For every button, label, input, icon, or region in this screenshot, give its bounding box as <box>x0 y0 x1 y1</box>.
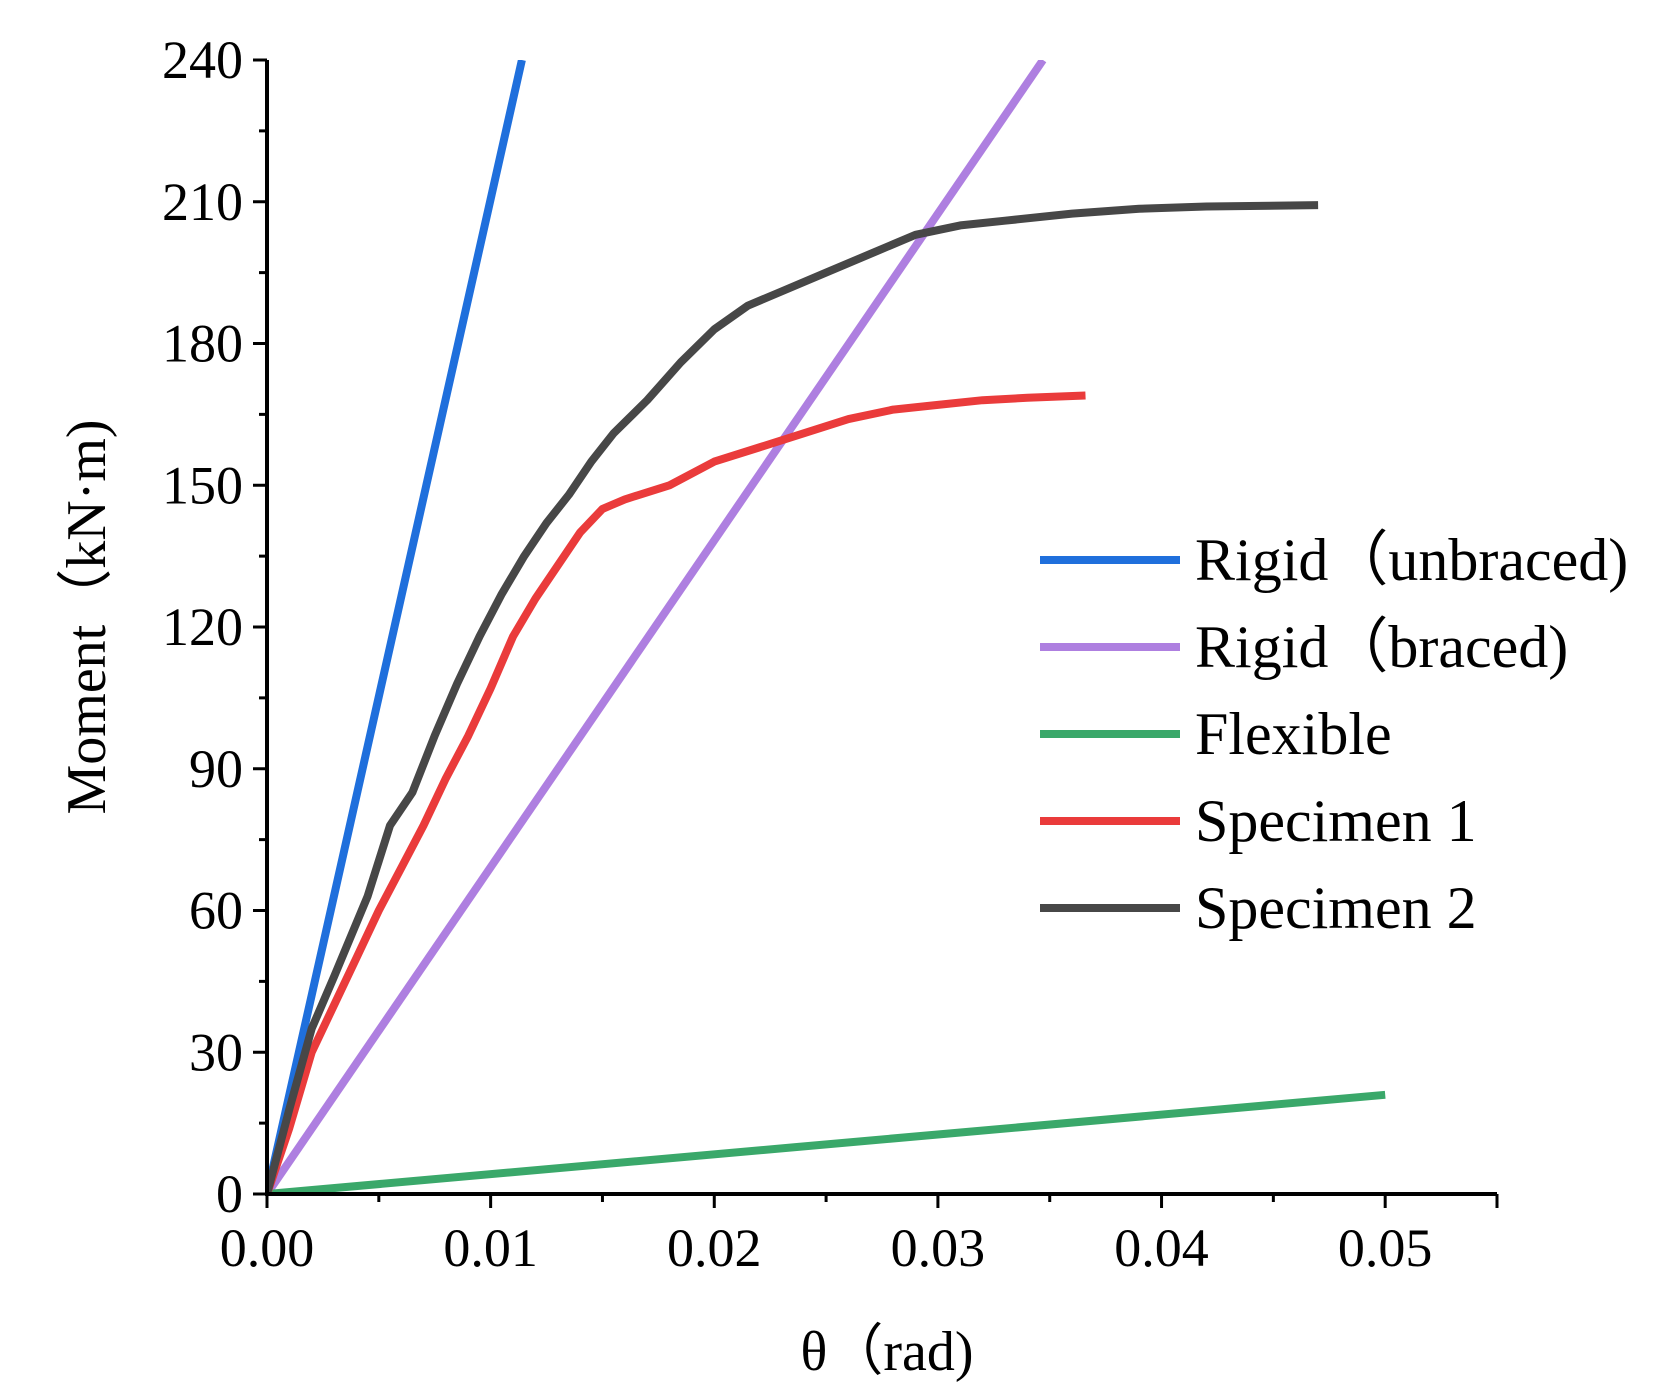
legend-label: Rigid（unbraced) <box>1195 527 1628 593</box>
legend-label: Rigid（braced) <box>1195 614 1568 680</box>
series-line-specimen-1 <box>267 391 1086 1194</box>
x-tick-label: 0.00 <box>220 1218 315 1278</box>
series-line-rigid-unbraced <box>267 60 526 1194</box>
series-layer <box>267 60 1386 1194</box>
x-tick-label: 0.02 <box>667 1218 762 1278</box>
legend-label: Specimen 2 <box>1195 875 1477 941</box>
x-tick-label: 0.04 <box>1114 1218 1209 1278</box>
y-tick-label: 0 <box>216 1164 243 1224</box>
y-tick-label: 60 <box>189 881 243 941</box>
y-tick-label: 30 <box>189 1022 243 1082</box>
y-tick-label: 150 <box>162 455 243 515</box>
series-line-flexible <box>267 1090 1386 1194</box>
x-tick-label: 0.01 <box>443 1218 538 1278</box>
series-line-rigid-braced <box>267 60 1047 1194</box>
y-tick-label: 120 <box>162 597 243 657</box>
x-tick-label: 0.03 <box>891 1218 986 1278</box>
y-axis-title: Moment（kN·m) <box>56 419 118 814</box>
legend-label: Specimen 1 <box>1195 788 1477 854</box>
y-tick-label: 210 <box>162 172 243 232</box>
y-tick-label: 90 <box>189 739 243 799</box>
series-line-specimen-2 <box>267 201 1319 1194</box>
axes-layer: 0.00 0.01 0.02 0.03 0.04 0.05 0 30 60 90 120 150 180… <box>162 30 1499 1278</box>
y-tick-label: 240 <box>162 30 243 90</box>
y-tick-label: 180 <box>162 314 243 374</box>
x-axis-title: θ（rad) <box>801 1321 974 1383</box>
legend-label: Flexible <box>1195 701 1392 767</box>
legend: Rigid（unbraced) Rigid（braced) Flexible Spec… <box>1040 527 1628 941</box>
x-tick-label: 0.05 <box>1338 1218 1433 1278</box>
